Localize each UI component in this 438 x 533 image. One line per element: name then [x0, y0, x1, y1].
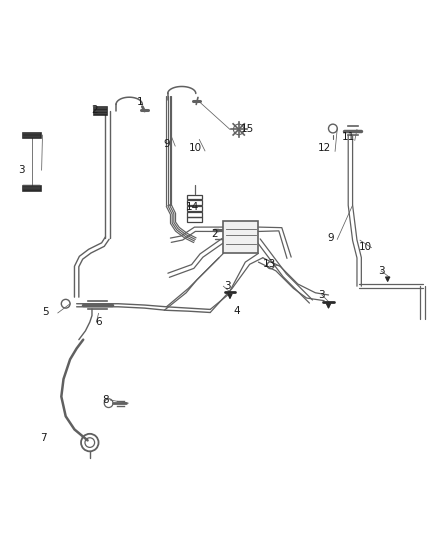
- Text: 10: 10: [188, 143, 201, 154]
- Bar: [93, 106, 107, 115]
- Text: 1: 1: [137, 97, 144, 107]
- Text: 2: 2: [91, 104, 98, 115]
- Bar: [223, 221, 258, 253]
- Text: 14: 14: [186, 203, 199, 212]
- Bar: [187, 212, 202, 216]
- Bar: [22, 184, 41, 191]
- Text: 2: 2: [211, 229, 218, 239]
- Text: 15: 15: [241, 124, 254, 134]
- Text: 5: 5: [42, 308, 49, 318]
- Bar: [187, 206, 202, 211]
- Text: 7: 7: [40, 433, 47, 443]
- Bar: [187, 217, 202, 222]
- Text: 9: 9: [163, 139, 170, 149]
- Text: 3: 3: [224, 281, 231, 291]
- Bar: [187, 195, 202, 199]
- Text: 3: 3: [378, 266, 385, 276]
- Text: 4: 4: [233, 306, 240, 316]
- Bar: [187, 200, 202, 205]
- Text: 6: 6: [95, 317, 102, 327]
- Text: 12: 12: [318, 143, 331, 154]
- Text: 9: 9: [327, 233, 334, 243]
- Bar: [22, 132, 41, 138]
- Text: 10: 10: [359, 242, 372, 252]
- Text: 3: 3: [318, 290, 325, 300]
- Text: 3: 3: [18, 165, 25, 175]
- Text: 13: 13: [263, 260, 276, 269]
- Text: 11: 11: [342, 132, 355, 142]
- Text: 8: 8: [102, 395, 109, 405]
